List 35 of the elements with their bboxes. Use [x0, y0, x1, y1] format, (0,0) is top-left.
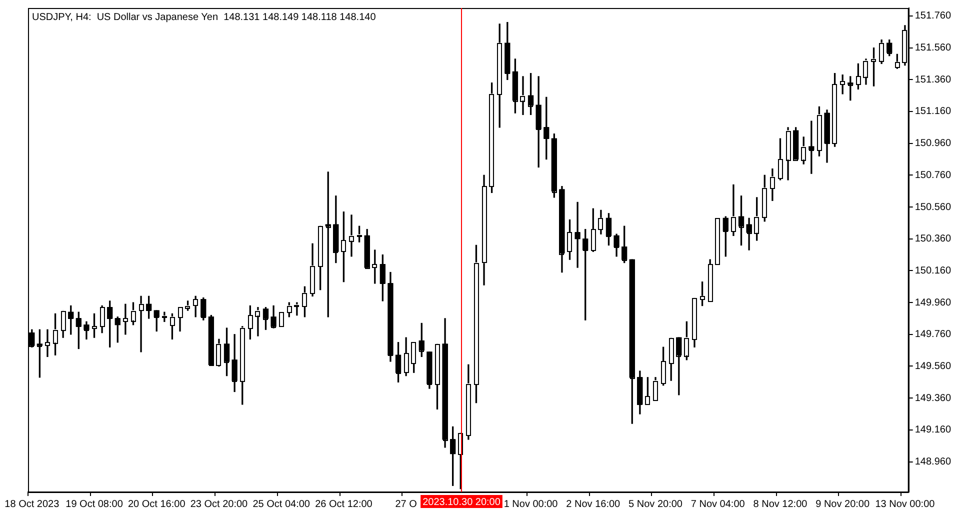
- y-tick-label: 150.960: [914, 138, 952, 150]
- x-tick-label: 20 Oct 16:00: [128, 498, 186, 510]
- x-tick-label: 7 Nov 04:00: [690, 498, 746, 510]
- x-tick-label: 19 Oct 08:00: [66, 498, 124, 510]
- candlestick: [138, 296, 144, 352]
- y-tick-label: 150.160: [914, 265, 952, 276]
- y-tick-label: 150.360: [914, 234, 952, 245]
- x-tick-label: 26 Oct 12:00: [315, 498, 373, 510]
- y-tick-label: 151.760: [914, 10, 952, 22]
- x-tick-label: 8 Nov 12:00: [753, 498, 808, 510]
- y-tick-label: 149.960: [914, 297, 952, 308]
- y-tick-label: 151.360: [914, 74, 952, 86]
- y-tick-label: 151.560: [914, 42, 952, 54]
- x-tick-label: 27 O: [395, 498, 418, 510]
- y-tick-label: 149.760: [914, 329, 952, 340]
- x-tick-label: 5 Nov 20:00: [628, 498, 683, 510]
- y-tick-label: 149.360: [914, 392, 952, 404]
- x-tick-label: 2 Nov 16:00: [566, 498, 621, 510]
- y-tick-label: 149.160: [914, 424, 952, 436]
- x-tick-label: 13 Nov 00:00: [875, 498, 936, 510]
- x-tick-label: 25 Oct 04:00: [252, 498, 310, 510]
- x-tick-label: 1 Nov 00:00: [504, 498, 558, 510]
- y-tick-label: 150.560: [914, 202, 952, 213]
- y-tick-label: 149.560: [914, 360, 952, 372]
- x-tick-label: 18 Oct 2023: [4, 498, 60, 510]
- chart-title: USDJPY, H4: US Dollar vs Japanese Yen 148.131 148.149 148.118 148.140: [32, 12, 376, 23]
- y-tick-label: 150.760: [914, 170, 952, 181]
- y-tick-label: 151.160: [914, 106, 952, 118]
- x-tick-label: 9 Nov 20:00: [816, 498, 870, 510]
- candlestick: [44, 329, 50, 357]
- candlestick: [574, 202, 580, 268]
- x-tick-label: 2023.10.30 20:00: [422, 496, 501, 508]
- candlestick: [122, 304, 128, 335]
- y-tick-label: 148.960: [914, 456, 952, 468]
- x-tick-label: 23 Oct 20:00: [190, 498, 248, 510]
